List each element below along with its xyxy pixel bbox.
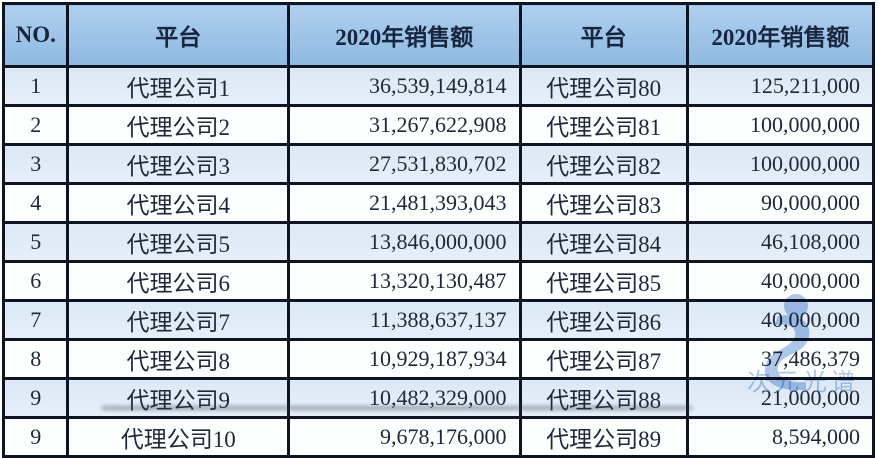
sales-cell-left: 27,531,830,702: [286, 143, 522, 185]
sales-cell-right: 46,108,000: [685, 221, 876, 263]
platform-cell-left: 代理公司4: [66, 182, 290, 224]
platform-cell-left: 代理公司1: [66, 65, 290, 107]
rank-cell: 5: [1, 221, 70, 263]
header-sales-right: 2020年销售额: [685, 2, 876, 68]
table-row: 6 代理公司6 13,320,130,487 代理公司85 40,000,000: [1, 260, 876, 302]
sales-cell-left: 11,388,637,137: [286, 299, 522, 341]
table-row: 1 代理公司1 36,539,149,814 代理公司80 125,211,000: [1, 65, 876, 107]
platform-cell-right: 代理公司83: [518, 182, 689, 224]
sales-cell-left: 36,539,149,814: [286, 65, 522, 107]
platform-cell-right: 代理公司80: [518, 65, 689, 107]
platform-cell-left: 代理公司7: [66, 299, 290, 341]
sales-cell-right: 100,000,000: [685, 104, 876, 146]
table-row: 5 代理公司5 13,846,000,000 代理公司84 46,108,000: [1, 221, 876, 263]
sales-cell-right: 90,000,000: [685, 182, 876, 224]
rank-cell: 7: [1, 299, 70, 341]
platform-cell-right: 代理公司87: [518, 338, 689, 380]
platform-cell-right: 代理公司88: [518, 377, 689, 419]
sales-cell-left: 13,846,000,000: [286, 221, 522, 263]
sales-cell-left: 31,267,622,908: [286, 104, 522, 146]
table-row: 2 代理公司2 31,267,622,908 代理公司81 100,000,000: [1, 104, 876, 146]
rank-cell: 6: [1, 260, 70, 302]
platform-cell-left: 代理公司8: [66, 338, 290, 380]
table-body: 1 代理公司1 36,539,149,814 代理公司80 125,211,000 2 代理…: [1, 65, 876, 458]
platform-cell-left: 代理公司10: [66, 416, 290, 458]
sales-cell-right: 21,000,000: [685, 377, 876, 419]
platform-cell-right: 代理公司84: [518, 221, 689, 263]
sales-cell-left: 10,929,187,934: [286, 338, 522, 380]
platform-cell-left: 代理公司9: [66, 377, 290, 419]
header-no: NO.: [1, 2, 70, 68]
header-platform-right: 平台: [518, 2, 689, 68]
header-platform-left: 平台: [66, 2, 290, 68]
platform-cell-right: 代理公司82: [518, 143, 689, 185]
rank-cell: 2: [1, 104, 70, 146]
rank-cell: 4: [1, 182, 70, 224]
sales-cell-left: 13,320,130,487: [286, 260, 522, 302]
sales-cell-right: 40,000,000: [685, 260, 876, 302]
sales-cell-left: 10,482,329,000: [286, 377, 522, 419]
table-row: 3 代理公司3 27,531,830,702 代理公司82 100,000,000: [1, 143, 876, 185]
table-row: 9 代理公司10 9,678,176,000 代理公司89 8,594,000: [1, 416, 876, 458]
sales-cell-right: 125,211,000: [685, 65, 876, 107]
table-row: 8 代理公司8 10,929,187,934 代理公司87 37,486,379: [1, 338, 876, 380]
rank-cell: 3: [1, 143, 70, 185]
table-row: 9 代理公司9 10,482,329,000 代理公司88 21,000,000: [1, 377, 876, 419]
rank-cell: 9: [1, 377, 70, 419]
sales-cell-right: 40,000,000: [685, 299, 876, 341]
sales-cell-left: 21,481,393,043: [286, 182, 522, 224]
platform-cell-left: 代理公司2: [66, 104, 290, 146]
platform-cell-right: 代理公司85: [518, 260, 689, 302]
platform-cell-right: 代理公司81: [518, 104, 689, 146]
rank-cell: 8: [1, 338, 70, 380]
header-sales-left: 2020年销售额: [286, 2, 522, 68]
platform-cell-right: 代理公司86: [518, 299, 689, 341]
table-row: 4 代理公司4 21,481,393,043 代理公司83 90,000,000: [1, 182, 876, 224]
sales-cell-left: 9,678,176,000: [286, 416, 522, 458]
rank-cell: 1: [1, 65, 70, 107]
sales-cell-right: 100,000,000: [685, 143, 876, 185]
sales-cell-right: 37,486,379: [685, 338, 876, 380]
rank-cell: 9: [1, 416, 70, 458]
table-row: 7 代理公司7 11,388,637,137 代理公司86 40,000,000: [1, 299, 876, 341]
table-header-row: NO. 平台 2020年销售额 平台 2020年销售额: [1, 2, 876, 68]
platform-cell-left: 代理公司3: [66, 143, 290, 185]
platform-cell-left: 代理公司6: [66, 260, 290, 302]
platform-cell-right: 代理公司89: [518, 416, 689, 458]
platform-cell-left: 代理公司5: [66, 221, 290, 263]
sales-cell-right: 8,594,000: [685, 416, 876, 458]
